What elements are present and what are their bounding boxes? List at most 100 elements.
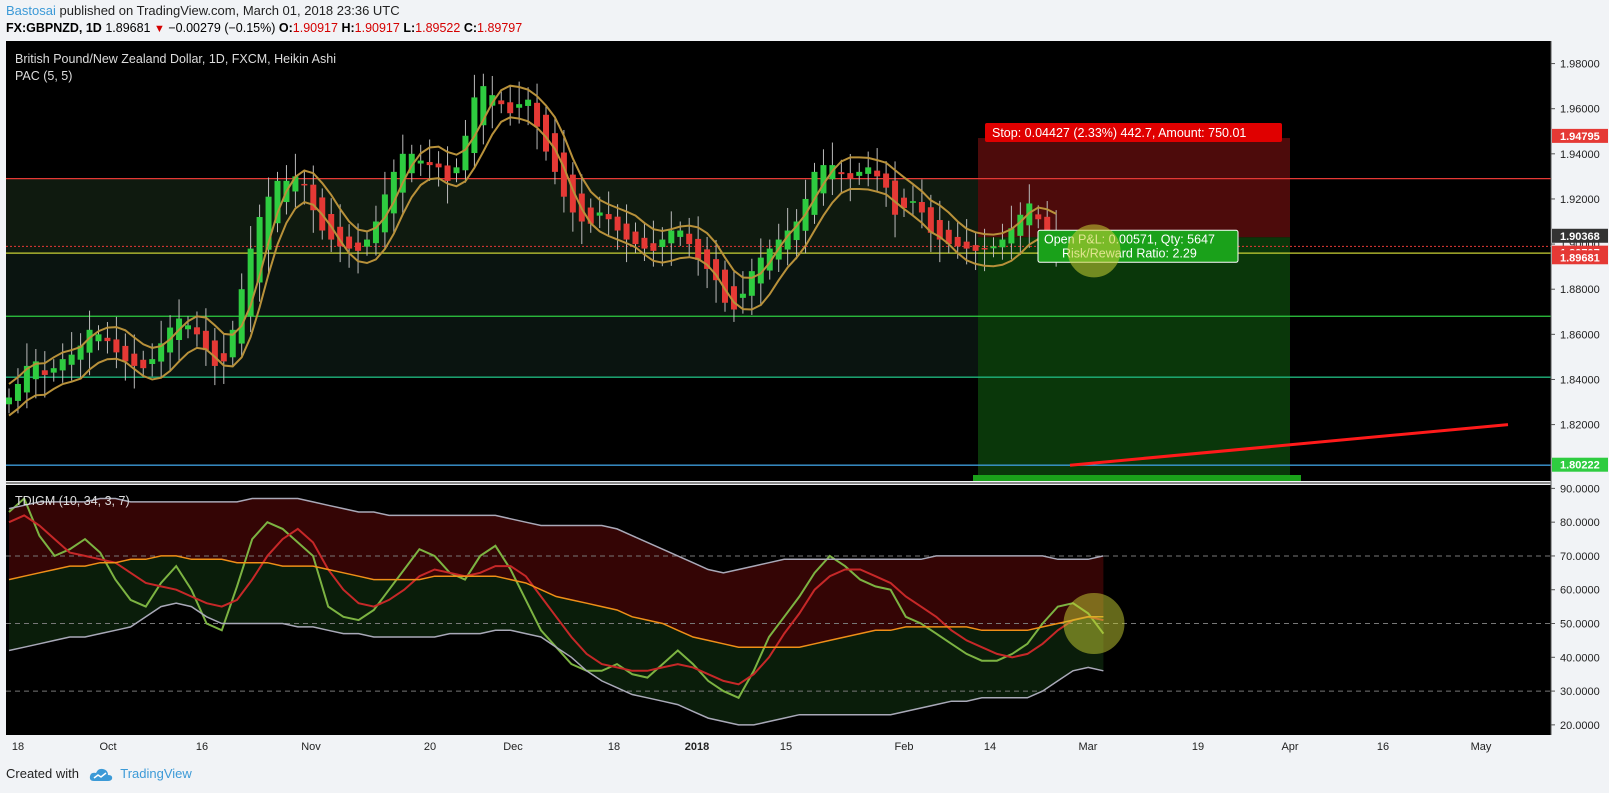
x-tick-label: Mar (1079, 741, 1098, 753)
y-tick-label: 70.0000 (1560, 551, 1600, 563)
band-lower (6, 253, 978, 378)
candle (310, 184, 317, 211)
candle (390, 171, 397, 214)
candle (364, 239, 370, 247)
candle (999, 239, 1006, 248)
candle (713, 259, 720, 281)
candle (95, 334, 102, 342)
candle (372, 221, 379, 244)
candle (748, 271, 755, 296)
candle (954, 236, 961, 247)
target-label-bg (973, 475, 1301, 481)
tdigm-legend: TDIGM (10, 34, 3, 7) (15, 494, 130, 508)
chart-area[interactable]: Stop: 0.04427 (2.33%) 442.7, Amount: 750… (0, 41, 1609, 755)
upper-band-fill (9, 498, 1104, 648)
candle (569, 174, 576, 213)
close-value: 1.89797 (477, 21, 523, 35)
candle (811, 171, 818, 215)
candle (945, 229, 952, 245)
candle (6, 397, 12, 405)
candle (623, 223, 630, 240)
candle (1035, 214, 1042, 220)
footer: Created with TradingView (6, 766, 192, 782)
y-tick-label: 1.88000 (1560, 284, 1600, 296)
y-tick-label: 50.0000 (1560, 619, 1600, 631)
y-tick-label: 1.86000 (1560, 329, 1600, 341)
price-label-bg (1552, 250, 1608, 265)
stop-label: Stop: 0.04427 (2.33%) 442.7, Amount: 750… (992, 126, 1246, 140)
target-zone (978, 237, 1290, 481)
candle (695, 238, 702, 260)
author-link[interactable]: Bastosai (6, 3, 56, 18)
candle (677, 230, 684, 237)
candle (238, 289, 245, 344)
candle (355, 242, 362, 251)
candle (131, 353, 138, 366)
candle (641, 237, 648, 249)
candle (560, 152, 567, 197)
candle (972, 245, 979, 251)
candle (140, 359, 147, 369)
lower-band-fill (9, 555, 1104, 725)
candle (23, 365, 30, 393)
y-tick-label: 1.84000 (1560, 374, 1600, 386)
candle (909, 201, 916, 203)
y-tick-label: 1.82000 (1560, 420, 1600, 432)
candle (86, 329, 93, 353)
x-tick-label: 16 (196, 741, 208, 753)
open-value: 1.90917 (292, 21, 338, 35)
y-tick-label: 1.98000 (1560, 59, 1600, 71)
candle (650, 243, 657, 251)
candle (820, 165, 827, 194)
lower-band-line (8, 602, 1104, 726)
candle (551, 133, 558, 172)
candle (14, 383, 21, 401)
candle (659, 239, 666, 248)
candle (444, 165, 451, 181)
high-value: 1.90917 (354, 21, 400, 35)
highlight-circle (1063, 593, 1125, 655)
candle (104, 337, 111, 342)
candle (32, 361, 39, 380)
price-label-bg (1552, 228, 1608, 243)
candle (453, 167, 460, 174)
candle (963, 241, 970, 249)
candle (471, 97, 478, 154)
candle (41, 370, 48, 375)
candle (462, 135, 469, 171)
x-tick-label: 18 (608, 741, 620, 753)
candle (757, 257, 764, 284)
candle (668, 230, 675, 244)
candle (838, 172, 845, 175)
y-tick-label: 80.0000 (1560, 517, 1600, 529)
tradingview-link[interactable]: TradingView (120, 766, 192, 781)
created-with-text: Created with (6, 766, 79, 781)
candle (605, 214, 612, 220)
candle (435, 163, 442, 168)
cloud-logo-icon (89, 768, 112, 781)
candle (408, 153, 415, 174)
x-tick-label: Apr (1281, 741, 1298, 753)
x-tick-label: Dec (503, 741, 523, 753)
candle (730, 286, 737, 310)
candle (516, 104, 523, 108)
highlight-circle (1067, 224, 1121, 278)
candle (722, 269, 728, 303)
price-label-bg (1552, 128, 1608, 143)
y-tick-label: 40.0000 (1560, 652, 1600, 664)
last-price: 1.89681 (105, 21, 151, 35)
candle (918, 202, 925, 213)
candle (534, 102, 541, 127)
signal-line (8, 514, 1104, 686)
candle (220, 353, 227, 362)
x-tick-label: 19 (1192, 741, 1204, 753)
y-tick-label: 60.0000 (1560, 585, 1600, 597)
ohlc-header: FX:GBPNZD, 1D 1.89681 ▼ −0.00279 (−0.15%… (6, 21, 523, 35)
candle (1017, 214, 1024, 236)
price-axis (1551, 41, 1609, 755)
candle (793, 221, 800, 241)
x-tick-label: 15 (780, 741, 792, 753)
candle (739, 293, 746, 298)
trend-line (1069, 423, 1509, 467)
candle (632, 231, 639, 245)
